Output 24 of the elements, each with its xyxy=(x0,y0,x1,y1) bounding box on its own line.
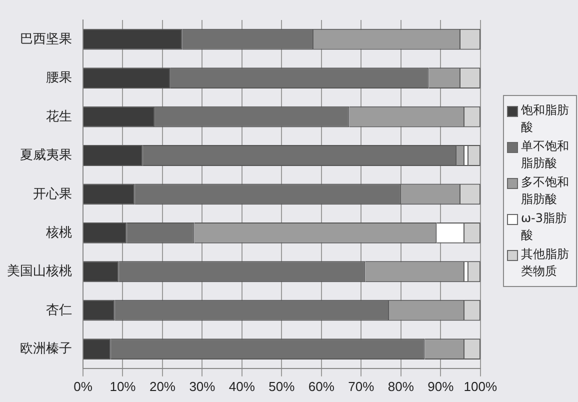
y-tick-label: 开心果 xyxy=(33,186,72,201)
x-tick-label: 100% xyxy=(464,378,498,394)
x-tick-label: 0% xyxy=(74,378,93,394)
legend-label: 单不饱和脂肪酸 xyxy=(521,138,570,172)
y-tick-label: 美国山核桃 xyxy=(7,263,72,278)
x-tick-label: 30% xyxy=(189,378,216,394)
x-tick-label: 60% xyxy=(308,378,335,394)
legend-label: 其他脂肪类物质 xyxy=(521,246,570,280)
x-tick-label: 10% xyxy=(110,378,136,394)
x-tick-label: 40% xyxy=(228,378,256,394)
x-tick-label: 20% xyxy=(149,378,176,394)
legend-label: 饱和脂肪酸 xyxy=(521,102,570,136)
x-tick-label: 90% xyxy=(428,378,454,394)
x-tick-label: 50% xyxy=(268,378,296,394)
x-tick-label: 70% xyxy=(348,378,375,394)
x-tick-label: 80% xyxy=(388,378,414,394)
legend-label: ω-3脂肪酸 xyxy=(521,210,568,244)
y-tick-label: 杏仁 xyxy=(46,302,72,317)
y-tick-label: 欧洲榛子 xyxy=(20,340,72,356)
y-tick-label: 巴西坚果 xyxy=(20,30,72,46)
y-tick-label: 夏威夷果 xyxy=(20,147,72,162)
y-tick-label: 腰果 xyxy=(46,70,72,85)
y-tick-label: 核桃 xyxy=(45,224,72,240)
y-tick-label: 花生 xyxy=(46,108,72,124)
